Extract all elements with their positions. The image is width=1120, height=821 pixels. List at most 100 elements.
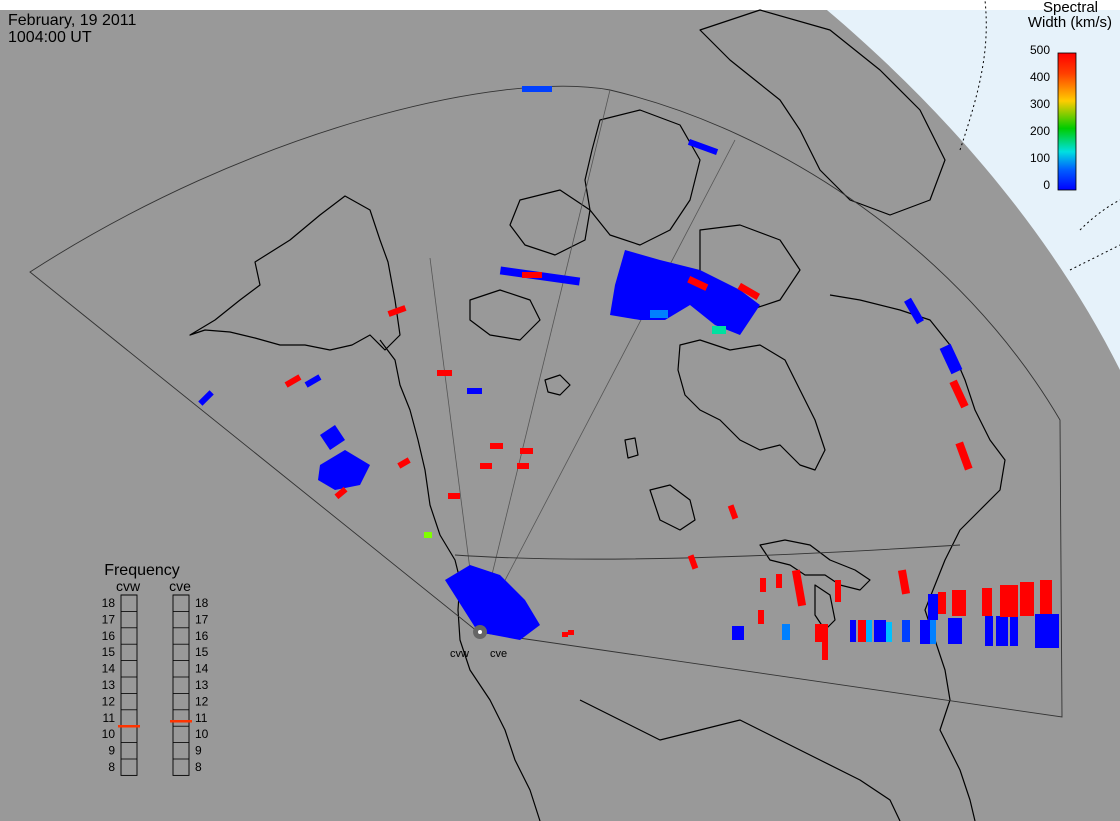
echo-cell bbox=[955, 441, 973, 471]
echo-cell bbox=[687, 139, 719, 155]
echo-cell bbox=[687, 276, 709, 291]
echo-cell bbox=[568, 630, 574, 635]
echo-cell bbox=[858, 620, 866, 642]
latitude-circle bbox=[959, 0, 987, 151]
echo-cell bbox=[732, 626, 744, 640]
echo-cell bbox=[522, 272, 542, 278]
plot-date: February, 19 2011 bbox=[8, 12, 136, 29]
colorbar-title-line1: Spectral bbox=[1043, 0, 1098, 16]
echo-cell bbox=[822, 624, 828, 660]
echo-cell bbox=[930, 620, 936, 644]
site-label-cve: cve bbox=[490, 648, 507, 660]
echo-cell bbox=[397, 457, 411, 469]
frequency-level-label: 13 bbox=[195, 678, 209, 692]
latitude-circle bbox=[1079, 199, 1120, 231]
frequency-level-label: 16 bbox=[102, 629, 116, 643]
echo-cell bbox=[902, 620, 910, 642]
polar-cap-region bbox=[815, 0, 1120, 370]
frequency-level-label: 17 bbox=[195, 612, 209, 626]
echo-cell bbox=[996, 616, 1008, 646]
echo-cluster-west bbox=[318, 450, 370, 490]
echo-cell bbox=[952, 590, 966, 616]
frequency-level-label: 18 bbox=[195, 596, 209, 610]
echo-cell bbox=[448, 493, 460, 499]
echo-cell bbox=[850, 620, 856, 642]
echo-cell bbox=[334, 486, 348, 500]
colorbar-tick: 400 bbox=[1030, 70, 1050, 84]
frequency-level-label: 14 bbox=[102, 662, 116, 676]
frequency-level-label: 12 bbox=[195, 694, 209, 708]
radar-echoes bbox=[198, 86, 1059, 660]
echo-cell bbox=[938, 592, 946, 614]
colorbar-tick: 300 bbox=[1030, 97, 1050, 111]
echo-cell bbox=[1035, 614, 1059, 648]
echo-cell bbox=[562, 632, 568, 637]
frequency-level-label: 16 bbox=[195, 629, 209, 643]
colorbar-tick: 0 bbox=[1043, 178, 1050, 192]
echo-cell bbox=[650, 310, 668, 318]
frequency-level-label: 15 bbox=[102, 645, 116, 659]
echo-cell bbox=[928, 594, 938, 620]
echo-cell bbox=[815, 624, 823, 642]
radar-site-dot bbox=[478, 630, 482, 634]
echo-cell bbox=[776, 574, 782, 588]
echo-cell bbox=[949, 379, 969, 409]
latitude-circle bbox=[1069, 244, 1120, 271]
frequency-level-label: 17 bbox=[102, 612, 116, 626]
echo-cell bbox=[948, 618, 962, 644]
frequency-level-label: 8 bbox=[108, 760, 115, 774]
echo-cell bbox=[1040, 580, 1052, 614]
echo-cell bbox=[387, 305, 407, 317]
colorbar-title-line2: Width (km/s) bbox=[1028, 14, 1112, 31]
echo-cell bbox=[1020, 582, 1034, 616]
coastlines bbox=[189, 9, 1006, 821]
echo-cell bbox=[760, 578, 766, 592]
echo-cell bbox=[198, 390, 214, 406]
colorbar: Spectral Width (km/s) 500 400 300 200 10… bbox=[1028, 0, 1112, 192]
frequency-level-label: 9 bbox=[108, 744, 115, 758]
echo-cell bbox=[284, 374, 302, 388]
frequency-level-label: 14 bbox=[195, 662, 209, 676]
frequency-level-label: 11 bbox=[195, 711, 208, 725]
echo-cell bbox=[791, 569, 807, 607]
echo-cell bbox=[517, 463, 529, 469]
echo-cell bbox=[424, 532, 432, 538]
frequency-level-label: 18 bbox=[102, 596, 116, 610]
echo-cell bbox=[687, 554, 699, 570]
echo-cell bbox=[304, 374, 322, 388]
frequency-title: Frequency bbox=[104, 562, 180, 579]
colorbar-tick: 200 bbox=[1030, 124, 1050, 138]
colorbar-gradient bbox=[1057, 52, 1077, 191]
echo-cell bbox=[737, 282, 761, 300]
frequency-radar-label-cve: cve bbox=[169, 578, 191, 594]
frequency-level-label: 9 bbox=[195, 744, 202, 758]
frequency-level-label: 13 bbox=[102, 678, 116, 692]
echo-cell bbox=[522, 86, 552, 92]
frequency-panel: Frequency cvw cve 18 17 16 15 14 13 12 11 10 9 8 18… bbox=[102, 562, 209, 776]
echo-cell bbox=[490, 443, 503, 449]
echo-cell bbox=[874, 620, 886, 642]
echo-cell bbox=[437, 370, 452, 376]
frequency-level-label: 12 bbox=[102, 694, 116, 708]
echo-cell bbox=[758, 610, 764, 624]
frequency-level-label: 10 bbox=[195, 727, 209, 741]
echo-cluster-hudson-strait bbox=[610, 250, 760, 335]
site-label-cvw: cvw bbox=[450, 648, 469, 660]
echo-cell bbox=[920, 620, 930, 644]
echo-cell bbox=[782, 624, 790, 640]
echo-cell bbox=[1000, 585, 1018, 617]
plot-time: 1004:00 UT bbox=[8, 29, 92, 46]
echo-cell bbox=[886, 622, 892, 642]
echo-cell bbox=[897, 569, 911, 595]
echo-cell bbox=[520, 448, 533, 454]
echo-cell bbox=[467, 388, 482, 394]
echo-cell bbox=[835, 580, 841, 602]
echo-cluster-near-radar bbox=[445, 565, 540, 640]
echo-cell bbox=[712, 326, 726, 334]
echo-cell bbox=[939, 343, 963, 375]
echo-cell bbox=[866, 620, 872, 642]
frequency-level-label: 8 bbox=[195, 760, 202, 774]
frequency-level-label: 15 bbox=[195, 645, 209, 659]
top-border bbox=[0, 0, 1120, 10]
